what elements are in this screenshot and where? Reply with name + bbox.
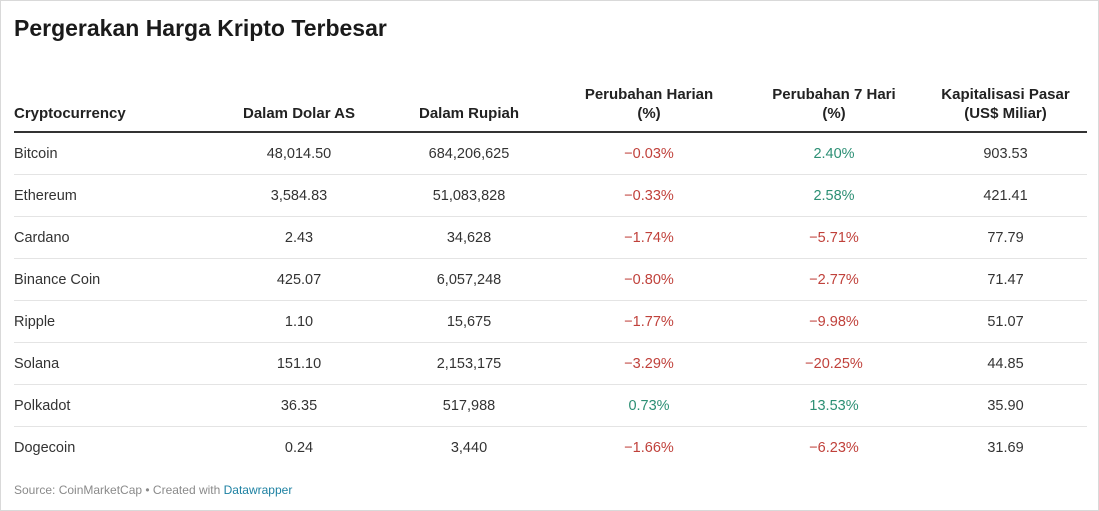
cell-name: Ripple: [14, 300, 214, 343]
table-row: Solana 151.10 2,153,175 −3.29% −20.25% 44.85: [14, 342, 1087, 385]
column-header-daily-change[interactable]: Perubahan Harian (%): [554, 71, 744, 133]
cell-usd: 151.10: [214, 342, 384, 385]
cell-usd: 3,584.83: [214, 174, 384, 217]
cell-name: Dogecoin: [14, 439, 76, 456]
datawrapper-link[interactable]: Datawrapper: [223, 483, 293, 497]
cell-weekly-change: 13.53%: [744, 384, 924, 427]
chart-title: Pergerakan Harga Kripto Terbesar: [14, 15, 387, 41]
column-header-idr[interactable]: Dalam Rupiah: [384, 71, 554, 133]
cell-idr: 2,153,175: [384, 342, 554, 385]
cell-name: Binance Coin: [14, 258, 214, 301]
cell-usd: 1.10: [214, 300, 384, 343]
cell-market-cap: 903.53: [924, 132, 1087, 175]
table-body: Bitcoin 48,014.50 684,206,625 −0.03% 2.40% 90…: [14, 132, 1087, 468]
cell-usd: 0.24: [284, 439, 314, 456]
table-row: Cardano 2.43 34,628 −1.74% −5.71% 77.79: [14, 216, 1087, 259]
source-text: Source: CoinMarketCap • Created with: [14, 483, 224, 497]
cell-name: Cardano: [14, 216, 214, 259]
cell-market-cap: 44.85: [924, 342, 1087, 385]
cell-name: Ethereum: [14, 174, 214, 217]
cell-name: Polkadot: [14, 384, 214, 427]
cell-market-cap: 31.69: [987, 439, 1024, 456]
column-header-weekly-change[interactable]: Perubahan 7 Hari (%): [744, 71, 924, 133]
crypto-table: Cryptocurrency Dalam Dolar AS Dalam Rupi…: [14, 71, 1087, 468]
cell-market-cap: 421.41: [924, 174, 1087, 217]
cell-usd: 48,014.50: [214, 132, 384, 175]
cell-daily-change: −0.03%: [554, 132, 744, 175]
column-header-cryptocurrency[interactable]: Cryptocurrency: [14, 71, 214, 133]
cell-daily-change: −3.29%: [554, 342, 744, 385]
cell-name: Solana: [14, 342, 214, 385]
cell-market-cap: 77.79: [924, 216, 1087, 259]
table-row: Ripple 1.10 15,675 −1.77% −9.98% 51.07: [14, 300, 1087, 343]
cell-idr: 684,206,625: [384, 132, 554, 175]
cell-weekly-change: −9.98%: [744, 300, 924, 343]
cell-daily-change: −0.80%: [554, 258, 744, 301]
cell-idr: 6,057,248: [384, 258, 554, 301]
table-row: Binance Coin 425.07 6,057,248 −0.80% −2.77% 7…: [14, 258, 1087, 301]
cell-usd: 425.07: [214, 258, 384, 301]
source-footer: Source: CoinMarketCap • Created with Dat…: [14, 483, 292, 497]
cell-usd: 36.35: [214, 384, 384, 427]
cell-market-cap: 35.90: [924, 384, 1087, 427]
cell-weekly-change: −2.77%: [744, 258, 924, 301]
table-header-row: Cryptocurrency Dalam Dolar AS Dalam Rupi…: [14, 71, 1087, 133]
cell-idr: 15,675: [384, 300, 554, 343]
cell-weekly-change: 2.58%: [744, 174, 924, 217]
table-row: Ethereum 3,584.83 51,083,828 −0.33% 2.58% 421…: [14, 174, 1087, 217]
column-header-usd[interactable]: Dalam Dolar AS: [214, 71, 384, 133]
cell-idr: 517,988: [384, 384, 554, 427]
cell-daily-change: −1.66%: [624, 439, 674, 456]
cell-daily-change: −1.74%: [554, 216, 744, 259]
cell-idr: 34,628: [384, 216, 554, 259]
cell-weekly-change: −5.71%: [744, 216, 924, 259]
table-row: Dogecoin 0.24 3,440 −1.66% −6.23% 31.69: [14, 427, 1087, 469]
cell-usd: 2.43: [214, 216, 384, 259]
cell-name: Bitcoin: [14, 132, 214, 175]
cell-daily-change: −0.33%: [554, 174, 744, 217]
cell-weekly-change: 2.40%: [744, 132, 924, 175]
cell-idr: 51,083,828: [384, 174, 554, 217]
table-row: Polkadot 36.35 517,988 0.73% 13.53% 35.90: [14, 384, 1087, 427]
table-row: Bitcoin 48,014.50 684,206,625 −0.03% 2.40% 90…: [14, 132, 1087, 175]
cell-daily-change: −1.77%: [554, 300, 744, 343]
cell-weekly-change: −20.25%: [744, 342, 924, 385]
cell-market-cap: 51.07: [924, 300, 1087, 343]
column-header-market-cap[interactable]: Kapitalisasi Pasar (US$ Miliar): [924, 71, 1087, 133]
cell-weekly-change: −6.23%: [809, 439, 859, 456]
cell-market-cap: 71.47: [924, 258, 1087, 301]
cell-idr: 3,440: [450, 439, 488, 456]
cell-daily-change: 0.73%: [554, 384, 744, 427]
